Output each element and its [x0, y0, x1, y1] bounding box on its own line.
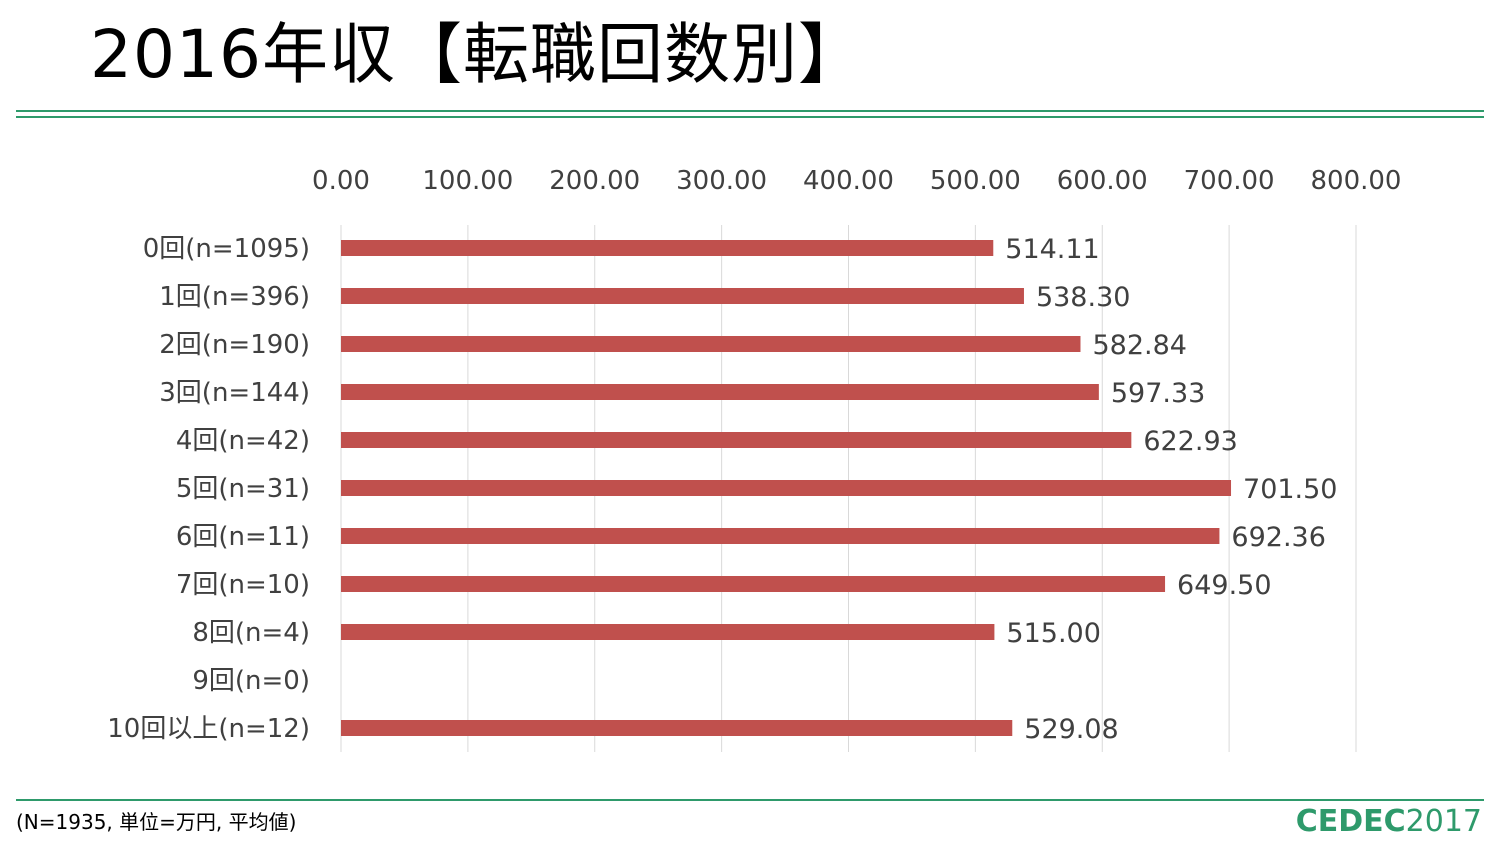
- page-title: 2016年収【転職回数別】: [90, 16, 865, 93]
- y-category-label: 3回(n=144): [159, 378, 310, 408]
- data-label: 529.08: [1024, 714, 1118, 745]
- data-label: 597.33: [1111, 378, 1205, 409]
- bar: [341, 720, 1013, 736]
- x-tick-label: 200.00: [549, 166, 640, 196]
- data-label: 514.11: [1005, 234, 1099, 265]
- x-tick-label: 600.00: [1057, 166, 1148, 196]
- title-divider-bottom: [16, 116, 1484, 118]
- y-category-label: 1回(n=396): [159, 282, 310, 312]
- bar: [341, 576, 1166, 592]
- y-category-label: 9回(n=0): [192, 666, 310, 696]
- y-category-label: 6回(n=11): [176, 522, 310, 552]
- x-tick-label: 500.00: [930, 166, 1021, 196]
- x-tick-label: 400.00: [803, 166, 894, 196]
- bar: [341, 480, 1232, 496]
- footer-divider: [16, 799, 1484, 801]
- y-category-label: 2回(n=190): [159, 330, 310, 360]
- data-label: 538.30: [1036, 282, 1130, 313]
- x-tick-label: 100.00: [422, 166, 513, 196]
- logo-year: 2017: [1405, 804, 1482, 839]
- x-tick-label: 300.00: [676, 166, 767, 196]
- bar: [341, 528, 1220, 544]
- bar: [341, 240, 994, 256]
- data-label: 692.36: [1231, 522, 1325, 553]
- y-category-label: 7回(n=10): [176, 570, 310, 600]
- y-category-label: 4回(n=42): [176, 426, 310, 456]
- bar: [341, 336, 1081, 352]
- y-category-label: 10回以上(n=12): [107, 714, 310, 744]
- y-category-label: 0回(n=1095): [143, 234, 310, 264]
- bar: [341, 384, 1099, 400]
- data-label: 622.93: [1143, 426, 1237, 457]
- logo-brand: CEDEC: [1295, 804, 1406, 839]
- bar-chart: 0.00 100.00 200.00 300.00 400.00 500.00 600.00…: [107, 166, 1402, 752]
- data-label: 515.00: [1006, 618, 1100, 649]
- cedec-logo: CEDEC2017: [1296, 804, 1482, 839]
- x-tick-label: 0.00: [312, 166, 370, 196]
- x-tick-label: 700.00: [1184, 166, 1275, 196]
- footnote: (N=1935, 単位=万円, 平均値): [16, 810, 297, 834]
- y-category-label: 8回(n=4): [192, 618, 310, 648]
- bar: [341, 624, 995, 640]
- y-category-label: 5回(n=31): [176, 474, 310, 504]
- data-label: 582.84: [1092, 330, 1186, 361]
- title-divider-top: [16, 110, 1484, 112]
- bar: [341, 288, 1024, 304]
- x-tick-label: 800.00: [1311, 166, 1402, 196]
- data-label: 649.50: [1177, 570, 1271, 601]
- data-label: 701.50: [1243, 474, 1337, 505]
- bar: [341, 432, 1132, 448]
